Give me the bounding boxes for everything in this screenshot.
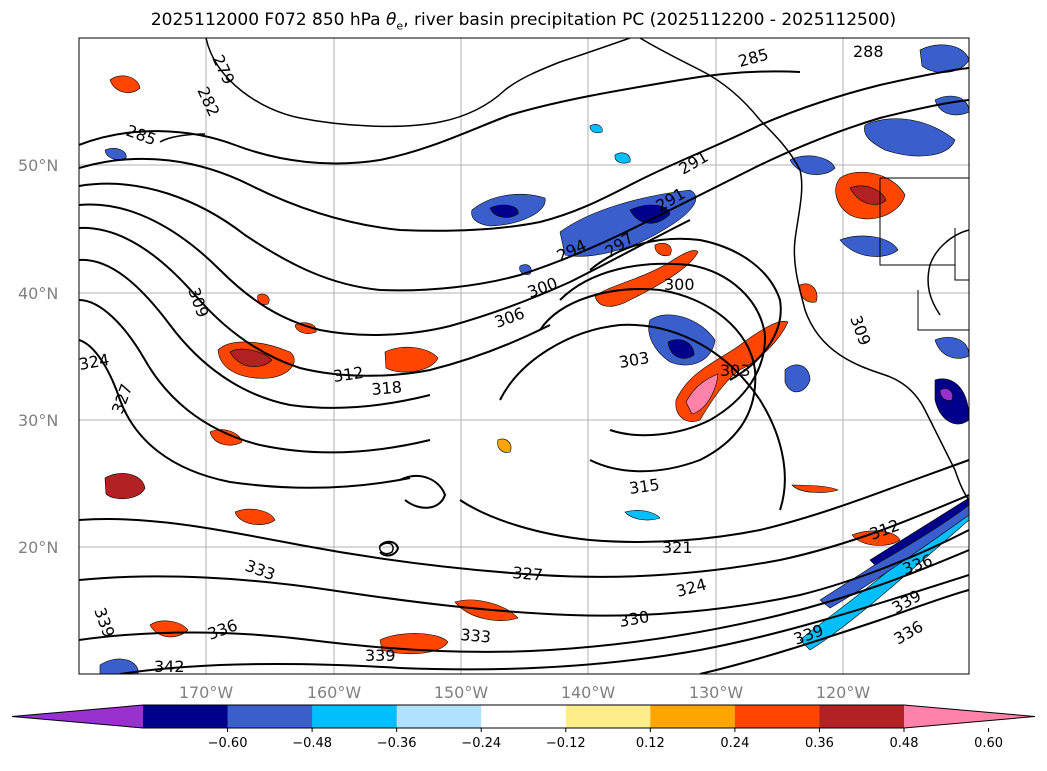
svg-text:342: 342 bbox=[154, 657, 185, 676]
svg-text:321: 321 bbox=[662, 538, 693, 557]
precip-shading-negative bbox=[99, 44, 969, 674]
colorbar-box bbox=[650, 705, 736, 728]
colorbar-tick-label: 0.36 bbox=[805, 736, 834, 751]
colorbar-outline bbox=[11, 704, 1036, 729]
svg-text:327: 327 bbox=[512, 563, 544, 585]
map-frame bbox=[78, 37, 970, 675]
svg-text:130°W: 130°W bbox=[689, 683, 744, 702]
colorbar-box bbox=[819, 705, 905, 728]
svg-text:288: 288 bbox=[853, 42, 884, 61]
colorbar-box bbox=[143, 705, 229, 728]
colorbar-box bbox=[396, 705, 482, 728]
svg-text:318: 318 bbox=[371, 377, 403, 399]
svg-text:140°W: 140°W bbox=[561, 683, 616, 702]
svg-text:20°N: 20°N bbox=[18, 538, 58, 557]
colorbar-box bbox=[481, 705, 567, 728]
svg-text:300: 300 bbox=[664, 275, 695, 294]
colorbar-box bbox=[565, 705, 651, 728]
colorbar-tick-label: −0.48 bbox=[292, 736, 332, 751]
svg-text:333: 333 bbox=[460, 625, 492, 647]
latitude-labels: 50°N 40°N 30°N 20°N bbox=[18, 156, 58, 557]
colorbar-tick-label: −0.36 bbox=[377, 736, 417, 751]
svg-text:150°W: 150°W bbox=[434, 683, 489, 702]
map-title: 2025112000 F072 850 hPa θe, river basin … bbox=[150, 10, 897, 33]
colorbar-tick-label: 0.24 bbox=[720, 736, 749, 751]
colorbar-box bbox=[227, 705, 313, 728]
svg-text:160°W: 160°W bbox=[307, 683, 362, 702]
colorbar-tick-label: −0.60 bbox=[208, 736, 248, 751]
colorbar-tick-label: 0.48 bbox=[890, 736, 919, 751]
svg-text:170°W: 170°W bbox=[179, 683, 234, 702]
political-borders bbox=[879, 177, 969, 331]
colorbar-box bbox=[734, 705, 820, 728]
colorbar-tick-label: 0.12 bbox=[636, 736, 665, 751]
colorbar: −0.60 −0.48 −0.36 −0.24 −0.12 0.12 0.24 0.36 0.4… bbox=[11, 704, 1036, 751]
svg-text:303: 303 bbox=[720, 361, 751, 380]
colorbar-extend-low bbox=[12, 705, 143, 728]
svg-text:315: 315 bbox=[628, 475, 661, 498]
colorbar-box bbox=[312, 705, 398, 728]
longitude-labels: 170°W 160°W 150°W 140°W 130°W 120°W bbox=[179, 683, 871, 702]
svg-text:40°N: 40°N bbox=[18, 284, 58, 303]
svg-text:312: 312 bbox=[332, 363, 365, 386]
svg-text:120°W: 120°W bbox=[816, 683, 871, 702]
colorbar-tick-label: 0.60 bbox=[974, 736, 1003, 751]
svg-text:50°N: 50°N bbox=[18, 156, 58, 175]
colorbar-tick-label: −0.24 bbox=[461, 736, 501, 751]
colorbar-extend-high bbox=[904, 705, 1035, 728]
svg-text:30°N: 30°N bbox=[18, 411, 58, 430]
theta-e-contours bbox=[79, 67, 969, 674]
svg-text:339: 339 bbox=[365, 646, 396, 665]
colorbar-tick-label: −0.12 bbox=[546, 736, 586, 751]
